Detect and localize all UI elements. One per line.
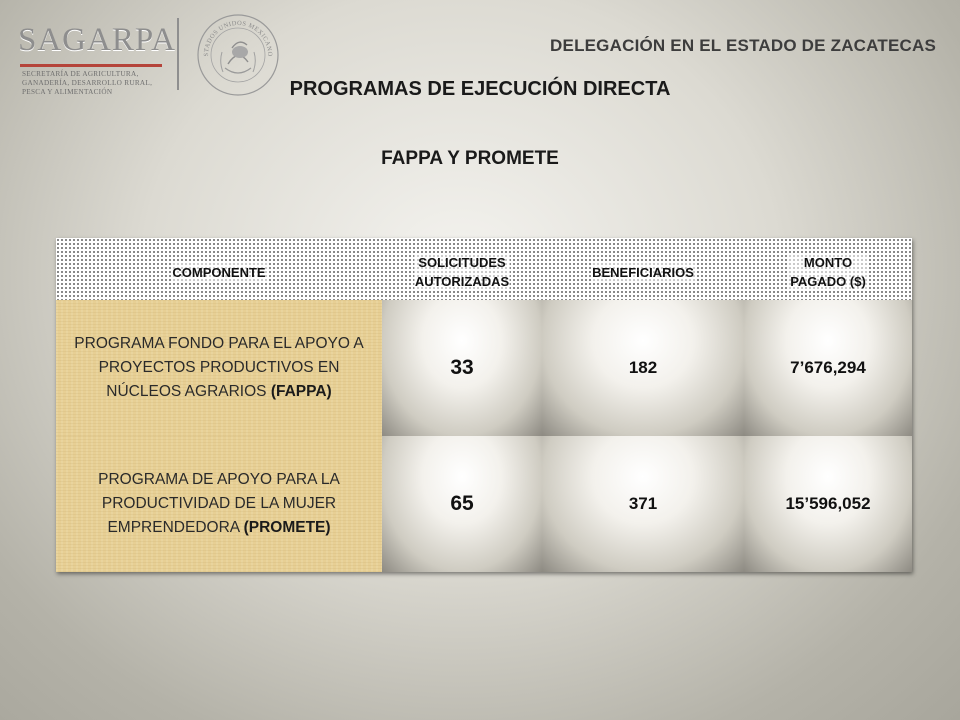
page-subtitle: FAPPA Y PROMETE	[381, 148, 559, 169]
page-title: PROGRAMAS DE EJECUCIÓN DIRECTA	[289, 78, 671, 100]
sagarpa-logo: SAGARPA SECRETARÍA DE AGRICULTURA, GANAD…	[14, 12, 279, 98]
solicitudes-value: 65	[382, 436, 542, 572]
program-cell: PROGRAMA DE APOYO PARA LA PRODUCTIVIDAD …	[56, 436, 382, 572]
mexico-seal-icon: ESTADOS UNIDOS MEXICANOS	[195, 12, 279, 96]
header-solicitudes: SOLICITUDES AUTORIZADAS	[413, 253, 511, 291]
header-monto: MONTO PAGADO ($)	[789, 253, 867, 291]
program-name: PROGRAMA FONDO PARA EL APOYO A PROYECTOS…	[74, 335, 364, 400]
beneficiarios-value: 371	[542, 436, 744, 572]
logo-separator	[177, 18, 179, 90]
header-beneficiarios: BENEFICIARIOS	[591, 262, 695, 282]
programs-table: COMPONENTE SOLICITUDES AUTORIZADAS BENEF…	[56, 238, 912, 572]
header-componente: COMPONENTE	[171, 262, 267, 282]
table-row: PROGRAMA FONDO PARA EL APOYO A PROYECTOS…	[56, 300, 912, 436]
logo-subtitle: SECRETARÍA DE AGRICULTURA, GANADERÍA, DE…	[22, 70, 153, 96]
program-acronym: (PROMETE)	[243, 519, 331, 536]
table-header: COMPONENTE SOLICITUDES AUTORIZADAS BENEF…	[56, 238, 912, 300]
table-row: PROGRAMA DE APOYO PARA LA PRODUCTIVIDAD …	[56, 436, 912, 572]
beneficiarios-value: 182	[542, 300, 744, 436]
program-cell: PROGRAMA FONDO PARA EL APOYO A PROYECTOS…	[56, 300, 382, 436]
logo-divider	[20, 64, 162, 67]
monto-value: 15’596,052	[744, 436, 912, 572]
solicitudes-value: 33	[382, 300, 542, 436]
program-acronym: (FAPPA)	[270, 383, 332, 400]
monto-value: 7’676,294	[744, 300, 912, 436]
program-name: PROGRAMA DE APOYO PARA LA PRODUCTIVIDAD …	[98, 471, 340, 536]
logo-wordmark: SAGARPA	[18, 22, 177, 58]
delegation-label: DELEGACIÓN EN EL ESTADO DE ZACATECAS	[550, 36, 936, 55]
